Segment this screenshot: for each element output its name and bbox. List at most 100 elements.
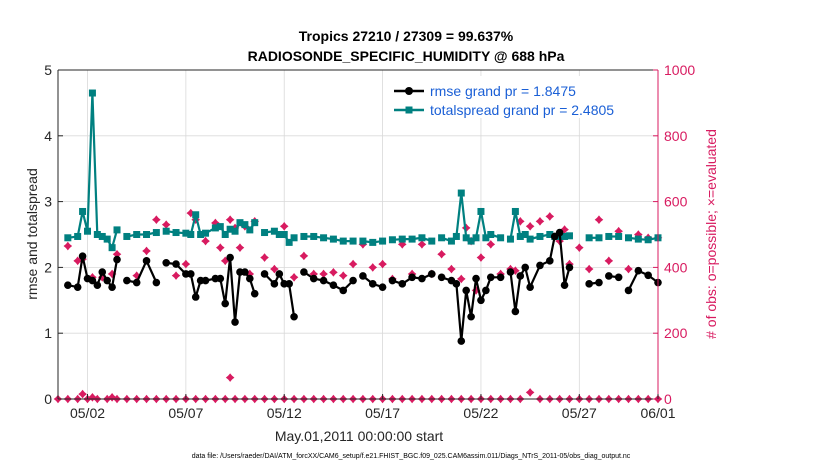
y-tick-labels: 0 1 2 3 4 5 [44,62,52,407]
obs-possible-point [186,208,196,218]
totalspread-point [270,227,278,235]
totalspread-point [462,234,470,242]
totalspread-point [398,235,406,243]
totalspread-point [624,234,632,242]
rmse-point [486,273,495,282]
totalspread-point [477,207,485,215]
totalspread-point [182,229,190,237]
obs-possible-point [511,266,520,275]
obs-possible-point [260,253,269,262]
totalspread-point [251,219,259,227]
totalspread-point [162,227,170,235]
rmse-point [482,286,490,295]
obs-evaluated-point [88,393,97,402]
rmse-point [246,274,254,283]
rmse-point [275,270,284,278]
totalspread-point [546,231,554,238]
rmse-point [329,281,338,289]
y-right-axis-label: # of obs: o=possible; ×=evaluated [703,129,719,339]
x-tick-label: 05/02 [70,405,105,421]
obs-possible-point [171,271,181,280]
obs-possible-point [329,268,338,277]
obs-possible-point [63,241,73,251]
totalspread-point [452,232,460,240]
rmse-point [270,280,279,288]
rmse-point [634,266,643,275]
legend: rmse grand pr = 1.8475 totalspread grand… [387,76,657,118]
obs-possible-point [437,249,446,259]
rmse-point [408,273,416,282]
totalspread-point [482,234,490,242]
legend-rmse-label: rmse grand pr = 1.8475 [430,83,576,99]
obs-evaluated-point [78,389,87,399]
y-axis-label: rmse and totalspread [24,168,40,300]
obs-possible-point [270,264,279,274]
obs-possible-point [378,259,387,269]
rmse-point [108,283,116,291]
totalspread-point [113,226,121,234]
y-tick-label: 1 [44,325,52,341]
rmse-point [93,281,102,289]
rmse-point [585,280,593,288]
obs-possible-point [535,217,545,226]
legend-spread-marker [405,106,413,114]
totalspread-point [526,235,534,243]
totalspread-point [497,234,505,242]
totalspread-point [93,231,101,238]
totalspread-point [310,232,318,240]
totalspread-point [506,235,514,243]
totalspread-point [236,219,244,227]
plot-area [53,69,663,404]
obs-possible-point [348,259,358,269]
totalspread-point [359,237,367,245]
y-right-tick-label: 800 [664,128,688,144]
rmse-point [521,263,530,272]
totalspread-point [320,234,328,242]
totalspread-point [379,237,387,245]
obs-possible-point [191,215,201,224]
totalspread-point [280,231,288,238]
totalspread-point [103,235,111,243]
rmse-point [216,274,225,283]
totalspread-line [628,236,659,241]
rmse-point [605,272,613,280]
totalspread-point [615,232,623,240]
rmse-point [201,276,210,285]
totalspread-point [108,244,116,252]
rmse-point [339,286,348,295]
obs-possible-point [604,256,614,266]
totalspread-point [88,89,96,97]
x-tick-label: 06/01 [640,405,675,421]
legend-rmse-marker [405,87,413,95]
obs-possible-point [245,269,255,279]
rmse-point [418,274,426,283]
obs-possible-point [584,264,594,274]
chart-title: Tropics 27210 / 27309 = 99.637% [299,28,514,44]
rmse-point [536,261,544,270]
rmse-point [472,274,480,283]
totalspread-point [516,232,524,240]
obs-possible-point [397,240,407,249]
totalspread-point [290,234,298,242]
rmse-point [368,280,377,288]
rmse-point [467,312,475,321]
obs-possible-point [161,220,171,229]
rmse-point [398,280,407,288]
rmse-line [126,258,158,284]
y-right-tick-label: 200 [664,325,688,341]
totalspread-point [472,234,480,242]
totalspread-line [67,92,119,251]
y-right-tick-labels: 0 200 400 600 800 1000 [664,62,695,407]
y-tick-label: 3 [44,194,52,210]
rmse-point [477,296,485,305]
rmse-point [98,268,107,276]
rmse-point [437,273,446,282]
series-totalspread [64,89,662,252]
legend-box [387,76,657,118]
rmse-point [595,278,603,287]
totalspread-point [197,231,205,238]
rmse-point [359,272,367,280]
obs-possible-point [486,240,496,249]
obs-possible-point [368,263,378,272]
totalspread-point [418,234,426,242]
